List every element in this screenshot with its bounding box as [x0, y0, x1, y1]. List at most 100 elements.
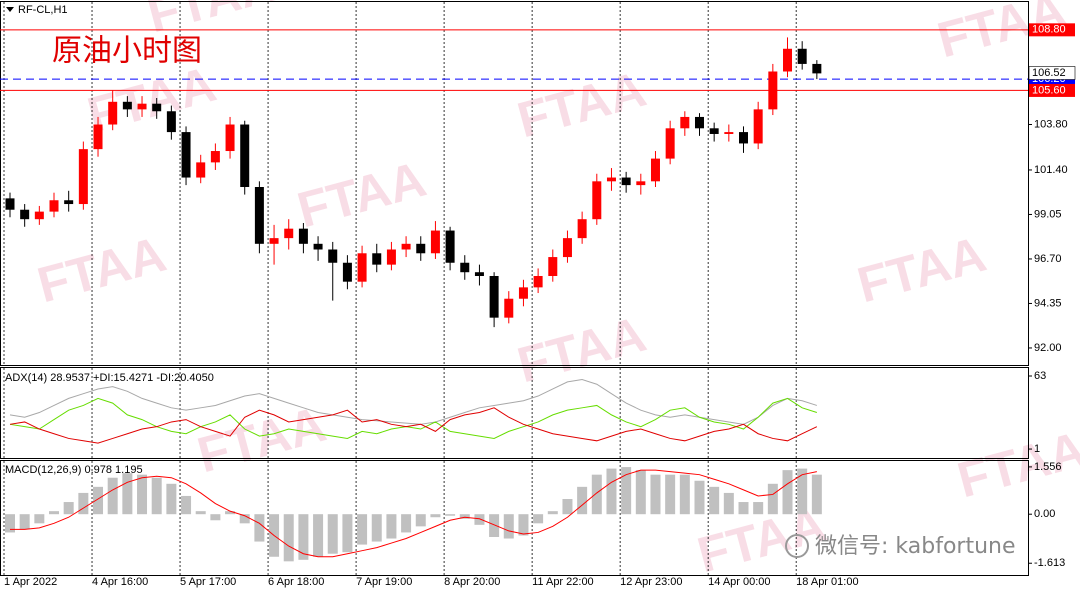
histogram-bar — [591, 474, 602, 515]
candle-body — [489, 276, 499, 318]
histogram-bar — [665, 474, 676, 515]
price-panel — [0, 1, 1029, 366]
histogram-bar — [474, 514, 485, 525]
histogram-bar — [5, 514, 15, 533]
x-tick-label: 12 Apr 23:00 — [620, 576, 682, 588]
histogram-bar — [782, 470, 793, 515]
histogram-bar — [753, 502, 764, 515]
histogram-bar — [313, 514, 324, 557]
histogram-bar — [107, 477, 118, 515]
candle-body — [753, 109, 763, 144]
histogram-bar — [34, 514, 45, 524]
histogram-bar — [137, 474, 148, 515]
candle-body — [137, 103, 147, 110]
candle-body — [577, 219, 587, 239]
histogram-bar — [78, 492, 89, 515]
candle-body — [78, 149, 88, 205]
histogram-bar — [547, 511, 558, 515]
y-tick-label: 103.80 — [1034, 118, 1068, 130]
symbol: RF-CL,H1 — [18, 4, 68, 16]
candle-body — [372, 253, 382, 265]
histogram-bar — [562, 499, 573, 515]
candle-body — [225, 124, 235, 152]
histogram-bar — [166, 483, 177, 515]
last-price-box — [1028, 66, 1076, 80]
y-tick-label: 94.35 — [1034, 297, 1062, 309]
x-tick-label: 8 Apr 20:00 — [444, 576, 500, 588]
adx-panel — [0, 367, 1029, 459]
candle-body — [783, 48, 793, 72]
candle-body — [386, 249, 396, 265]
histogram-bar — [225, 511, 236, 515]
wechat-id: 微信号: kabfortune — [815, 534, 1016, 559]
histogram-bar — [283, 514, 294, 562]
candle-body — [152, 103, 162, 112]
candle-body — [342, 262, 352, 282]
y-tick-label: 99.05 — [1034, 208, 1062, 220]
histogram-bar — [738, 502, 749, 515]
candle-body — [636, 181, 646, 186]
histogram-bar — [327, 514, 338, 554]
histogram-bar — [181, 495, 192, 515]
histogram-bar — [635, 470, 646, 515]
y-tick-label: 1 — [1034, 443, 1040, 455]
histogram-bar — [239, 514, 250, 524]
candle-body — [64, 200, 74, 205]
candle-body — [445, 230, 455, 263]
candle-body — [518, 287, 528, 299]
candle-body — [592, 181, 602, 220]
last-price-label: 106.52 — [1032, 67, 1066, 79]
x-tick-label: 5 Apr 17:00 — [180, 576, 236, 588]
histogram-bar — [445, 514, 456, 516]
x-tick-label: 4 Apr 16:00 — [92, 576, 148, 588]
candle-body — [328, 249, 338, 263]
candle-body — [298, 228, 308, 244]
indicator-line — [9, 407, 818, 444]
histogram-bar — [122, 473, 133, 515]
y-tick-label: -1.613 — [1034, 557, 1065, 569]
candle-body — [739, 132, 748, 144]
candle-body — [254, 187, 264, 244]
candle-body — [416, 243, 426, 254]
y-tick-label: 0.00 — [1034, 508, 1055, 520]
candle-body — [709, 128, 719, 134]
candle-body — [694, 116, 704, 129]
symbol-icon — [6, 7, 14, 12]
candle-body — [166, 111, 176, 133]
x-tick-label: 14 Apr 00:00 — [708, 576, 770, 588]
candle-body — [49, 200, 59, 212]
x-tick-label: 11 Apr 22:00 — [532, 576, 594, 588]
histogram-bar — [49, 511, 60, 515]
histogram-bar — [811, 474, 822, 515]
histogram-bar — [63, 502, 74, 515]
candle-body — [284, 228, 294, 239]
histogram-bar — [723, 492, 734, 515]
level-label-box — [1029, 23, 1075, 37]
x-tick-label: 1 Apr 2022 — [4, 576, 57, 588]
candle-body — [533, 276, 543, 288]
annotation: 原油小时图 — [52, 34, 202, 69]
candle-body — [474, 272, 484, 277]
candle-body — [504, 298, 514, 318]
candle-body — [650, 158, 660, 182]
candle-body — [548, 257, 558, 277]
candle-body — [196, 162, 206, 178]
histogram-bar — [489, 514, 500, 537]
candle-body — [240, 124, 250, 188]
y-tick-label: 63 — [1034, 370, 1046, 382]
candle-body — [108, 101, 118, 125]
y-tick-label: 96.70 — [1034, 253, 1062, 265]
histogram-bar — [357, 514, 368, 545]
candle-body — [122, 101, 132, 110]
histogram-bar — [195, 511, 206, 515]
wechat-icon — [785, 534, 809, 558]
histogram-bar — [401, 514, 412, 533]
candle-body — [562, 238, 572, 258]
level-label: 108.80 — [1032, 24, 1066, 36]
histogram-bar — [342, 514, 353, 553]
candle-body — [93, 124, 103, 150]
histogram-bar — [503, 514, 514, 539]
indicator-line — [9, 397, 818, 439]
